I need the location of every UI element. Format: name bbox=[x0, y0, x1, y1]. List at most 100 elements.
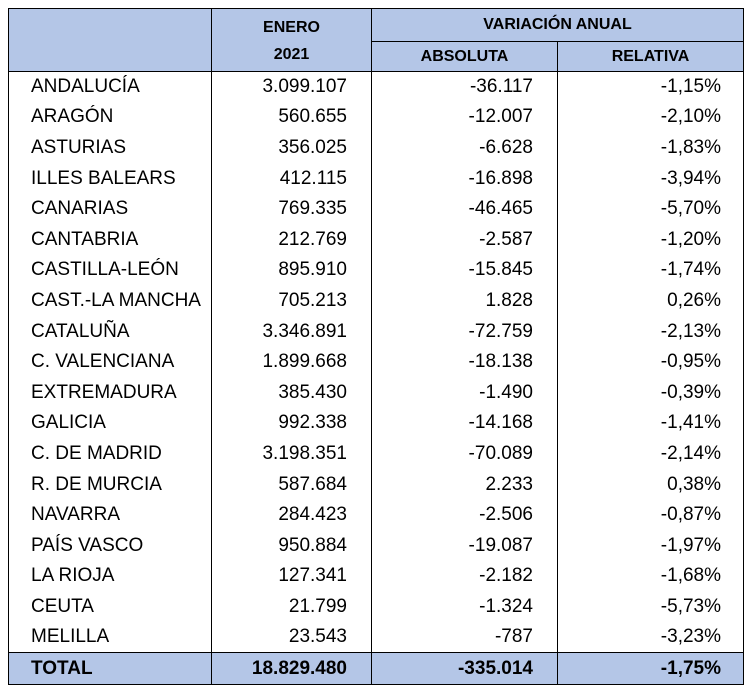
enero-value: 21.799 bbox=[211, 591, 372, 623]
enero-value: 412.115 bbox=[211, 163, 372, 194]
table-row: CAST.-LA MANCHA 705.213 1.828 0,26% bbox=[8, 285, 744, 317]
relativa-value: -2,10% bbox=[557, 102, 744, 133]
table-row: CEUTA 21.799 -1.324 -5,73% bbox=[8, 591, 744, 623]
region-name: PAÍS VASCO bbox=[8, 530, 212, 561]
region-name: MELILLA bbox=[8, 622, 212, 654]
absoluta-value: 1.828 bbox=[371, 285, 558, 317]
enero-value: 769.335 bbox=[211, 193, 372, 225]
relativa-value: -1,15% bbox=[557, 71, 744, 103]
total-row: TOTAL 18.829.480 -335.014 -1,75% bbox=[8, 652, 744, 686]
absoluta-value: -70.089 bbox=[371, 438, 558, 470]
relativa-value: -5,73% bbox=[557, 591, 744, 623]
enero-value: 3.198.351 bbox=[211, 438, 372, 470]
region-name: C. VALENCIANA bbox=[8, 346, 212, 378]
relativa-value: -3,94% bbox=[557, 163, 744, 194]
region-name: LA RIOJA bbox=[8, 561, 212, 592]
relativa-value: -3,23% bbox=[557, 622, 744, 654]
region-name: CAST.-LA MANCHA bbox=[8, 285, 212, 317]
region-name: CANTABRIA bbox=[8, 224, 212, 256]
header-absoluta: ABSOLUTA bbox=[371, 41, 558, 72]
region-name: CASTILLA-LEÓN bbox=[8, 255, 212, 286]
absoluta-value: -2.587 bbox=[371, 224, 558, 256]
table-row: CASTILLA-LEÓN 895.910 -15.845 -1,74% bbox=[8, 255, 744, 286]
relativa-value: -1,41% bbox=[557, 408, 744, 439]
enero-value: 127.341 bbox=[211, 561, 372, 592]
relativa-value: 0,26% bbox=[557, 285, 744, 317]
relativa-value: -2,13% bbox=[557, 316, 744, 347]
absoluta-value: -15.845 bbox=[371, 255, 558, 286]
region-name: C. DE MADRID bbox=[8, 438, 212, 470]
table-row: C. VALENCIANA 1.899.668 -18.138 -0,95% bbox=[8, 346, 744, 378]
enero-value: 356.025 bbox=[211, 132, 372, 164]
table-row: CATALUÑA 3.346.891 -72.759 -2,13% bbox=[8, 316, 744, 347]
header-enero-line1: ENERO bbox=[263, 19, 320, 36]
relativa-value: 0,38% bbox=[557, 469, 744, 500]
enero-value: 1.899.668 bbox=[211, 346, 372, 378]
header-blank-cell bbox=[8, 8, 212, 72]
header-enero: ENERO 2021 bbox=[211, 8, 372, 72]
region-name: CATALUÑA bbox=[8, 316, 212, 347]
enero-value: 560.655 bbox=[211, 102, 372, 133]
region-name: R. DE MURCIA bbox=[8, 469, 212, 500]
enero-value: 3.099.107 bbox=[211, 71, 372, 103]
table-row: ARAGÓN 560.655 -12.007 -2,10% bbox=[8, 102, 744, 133]
region-name: ILLES BALEARS bbox=[8, 163, 212, 194]
table-row: GALICIA 992.338 -14.168 -1,41% bbox=[8, 408, 744, 439]
relativa-value: -1,20% bbox=[557, 224, 744, 256]
enero-value: 895.910 bbox=[211, 255, 372, 286]
table-row: C. DE MADRID 3.198.351 -70.089 -2,14% bbox=[8, 438, 744, 470]
employment-table: ENERO 2021 VARIACIÓN ANUAL ABSOLUTA RELA… bbox=[8, 8, 744, 686]
relativa-value: -1,83% bbox=[557, 132, 744, 164]
relativa-value: -0,39% bbox=[557, 377, 744, 409]
absoluta-value: -18.138 bbox=[371, 346, 558, 378]
relativa-value: -1,68% bbox=[557, 561, 744, 592]
table-row: CANTABRIA 212.769 -2.587 -1,20% bbox=[8, 224, 744, 256]
absoluta-value: -1.324 bbox=[371, 591, 558, 623]
table-row: EXTREMADURA 385.430 -1.490 -0,39% bbox=[8, 377, 744, 409]
enero-value: 3.346.891 bbox=[211, 316, 372, 347]
region-name: GALICIA bbox=[8, 408, 212, 439]
region-name: CEUTA bbox=[8, 591, 212, 623]
table-row: PAÍS VASCO 950.884 -19.087 -1,97% bbox=[8, 530, 744, 561]
table-row: ANDALUCÍA 3.099.107 -36.117 -1,15% bbox=[8, 71, 744, 103]
region-name: ASTURIAS bbox=[8, 132, 212, 164]
region-name: ARAGÓN bbox=[8, 102, 212, 133]
absoluta-value: -46.465 bbox=[371, 193, 558, 225]
region-name: NAVARRA bbox=[8, 499, 212, 531]
region-name: ANDALUCÍA bbox=[8, 71, 212, 103]
region-name: CANARIAS bbox=[8, 193, 212, 225]
enero-value: 705.213 bbox=[211, 285, 372, 317]
enero-value: 385.430 bbox=[211, 377, 372, 409]
total-enero: 18.829.480 bbox=[211, 652, 372, 686]
absoluta-value: -2.182 bbox=[371, 561, 558, 592]
absoluta-value: -2.506 bbox=[371, 499, 558, 531]
absoluta-value: -6.628 bbox=[371, 132, 558, 164]
absoluta-value: -12.007 bbox=[371, 102, 558, 133]
absoluta-value: -1.490 bbox=[371, 377, 558, 409]
table-body: ANDALUCÍA 3.099.107 -36.117 -1,15% ARAGÓN 560… bbox=[8, 71, 744, 686]
relativa-value: -2,14% bbox=[557, 438, 744, 470]
header-relativa: RELATIVA bbox=[557, 41, 744, 72]
relativa-value: -5,70% bbox=[557, 193, 744, 225]
absoluta-value: -16.898 bbox=[371, 163, 558, 194]
enero-value: 950.884 bbox=[211, 530, 372, 561]
table-row: ASTURIAS 356.025 -6.628 -1,83% bbox=[8, 132, 744, 164]
absoluta-value: -19.087 bbox=[371, 530, 558, 561]
region-name: EXTREMADURA bbox=[8, 377, 212, 409]
table-row: ILLES BALEARS 412.115 -16.898 -3,94% bbox=[8, 163, 744, 194]
relativa-value: -0,95% bbox=[557, 346, 744, 378]
table-row: LA RIOJA 127.341 -2.182 -1,68% bbox=[8, 561, 744, 592]
absoluta-value: 2.233 bbox=[371, 469, 558, 500]
total-relativa: -1,75% bbox=[557, 652, 744, 686]
enero-value: 284.423 bbox=[211, 499, 372, 531]
table-row: CANARIAS 769.335 -46.465 -5,70% bbox=[8, 193, 744, 225]
absoluta-value: -72.759 bbox=[371, 316, 558, 347]
header-enero-line2: 2021 bbox=[273, 46, 310, 63]
relativa-value: -0,87% bbox=[557, 499, 744, 531]
table-row: NAVARRA 284.423 -2.506 -0,87% bbox=[8, 499, 744, 531]
enero-value: 23.543 bbox=[211, 622, 372, 654]
table-row: R. DE MURCIA 587.684 2.233 0,38% bbox=[8, 469, 744, 500]
enero-value: 212.769 bbox=[211, 224, 372, 256]
table-row: MELILLA 23.543 -787 -3,23% bbox=[8, 622, 744, 654]
header-variacion-anual: VARIACIÓN ANUAL bbox=[371, 8, 744, 42]
